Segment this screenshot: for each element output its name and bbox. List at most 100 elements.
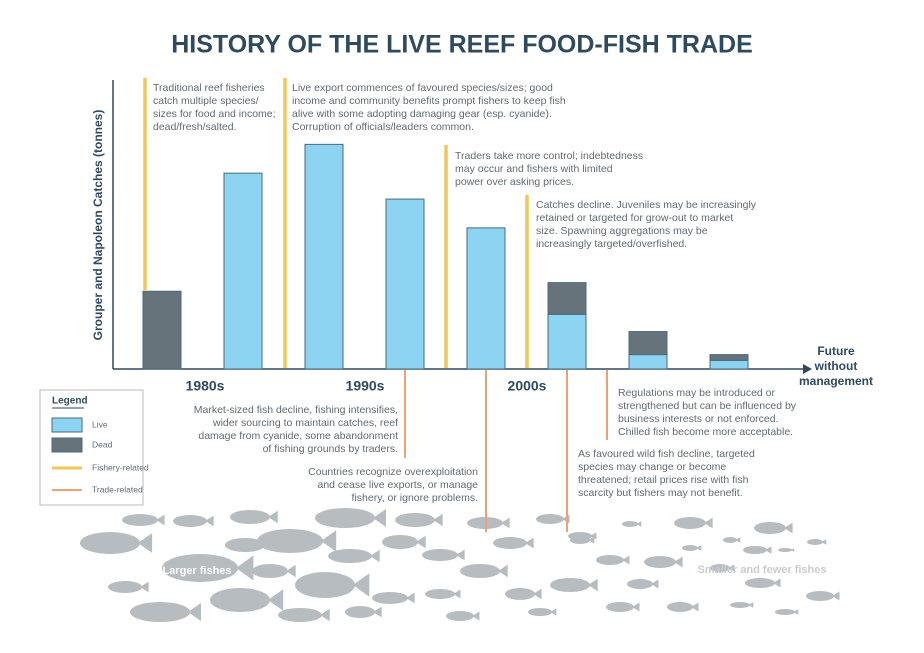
fish — [743, 546, 767, 554]
fish — [345, 606, 375, 618]
y-axis-label: Grouper and Napoleon Catches (tonnes) — [91, 110, 105, 341]
fish — [446, 611, 474, 621]
legend-label: Live — [92, 419, 108, 429]
fish — [775, 609, 795, 615]
fishery-note: dead/fresh/salted. — [153, 121, 236, 133]
fish — [807, 539, 823, 545]
trade-note: Market-sized fish decline, fishing inten… — [194, 404, 398, 416]
fish-tail — [370, 549, 380, 563]
fish — [730, 602, 750, 608]
period-label: 1980s — [186, 378, 225, 394]
fish — [278, 608, 322, 622]
future-label: Future — [817, 344, 855, 358]
bar-segment — [628, 331, 668, 356]
fish-tail — [636, 521, 642, 527]
fish — [550, 578, 590, 592]
bar-segment — [547, 282, 587, 315]
trade-note: damage from cyanide, some abandonment — [198, 430, 398, 442]
fish-tail — [353, 573, 370, 597]
future-label: management — [799, 374, 873, 388]
fish-tail — [821, 539, 827, 545]
future-label: without — [814, 359, 858, 373]
fish — [745, 578, 775, 588]
fish-tail — [416, 535, 426, 549]
fish-tail — [696, 545, 702, 551]
legend-swatch — [51, 437, 83, 453]
fish-tail — [205, 515, 214, 527]
fish-tail — [728, 564, 735, 572]
fish-tail — [453, 589, 461, 599]
fishery-note: may occur and fishers with limited — [455, 163, 613, 175]
legend-label: Fishery-related — [92, 462, 149, 472]
fish — [422, 549, 458, 561]
fishery-note: size. Spawning aggregations may be — [536, 225, 708, 237]
trade-note: threatened; retail prices rise with fish — [578, 474, 749, 486]
trade-note: As favoured wild fish decline, targeted — [578, 448, 755, 460]
fish-tail — [550, 608, 557, 616]
fish — [210, 588, 270, 612]
fish-tail — [433, 513, 443, 527]
fish-tail — [588, 536, 595, 544]
fish-label: Smaller and fewer fishes — [698, 564, 827, 576]
axis-arrow — [803, 364, 812, 374]
fish — [315, 508, 375, 528]
fish — [382, 535, 418, 549]
fishery-note: power over asking prices. — [455, 176, 574, 188]
fish — [162, 554, 238, 582]
fishery-note: Catches decline. Juveniles may be increa… — [536, 199, 757, 211]
trade-note: of fishing grounds by traders. — [263, 443, 398, 455]
fish-tail — [784, 522, 793, 534]
fishery-note: alive with some adopting damaging gear (… — [292, 108, 552, 120]
bar-segment — [628, 354, 668, 370]
legend-label: Dead — [92, 439, 113, 449]
fish-tail — [188, 603, 201, 621]
period-label: 1990s — [346, 378, 385, 394]
fish — [395, 513, 435, 527]
fishery-note: retained or targeted for grow-out to mar… — [536, 212, 733, 224]
fish-tail — [406, 592, 415, 604]
fish — [622, 521, 638, 527]
trade-note: and cease live exports, or manage — [317, 479, 478, 491]
fish-tail — [236, 555, 254, 581]
fish-tail — [138, 533, 153, 553]
fish — [493, 537, 527, 549]
fish — [225, 538, 265, 552]
bar-segment — [223, 172, 263, 370]
fish-tail — [832, 591, 840, 601]
fish — [252, 564, 288, 578]
fish — [570, 536, 590, 544]
trade-note: species may change or become — [578, 461, 726, 473]
legend-swatch — [51, 417, 83, 433]
fishery-note: Corruption of officials/leaders common. — [292, 121, 474, 133]
fish-tail — [263, 538, 273, 552]
fish — [230, 510, 270, 524]
fish — [536, 514, 564, 524]
bar-segment — [385, 198, 425, 370]
trade-note: Chilled fish become more acceptable. — [618, 426, 793, 438]
fish-tail — [632, 602, 640, 612]
fishery-note: income and community benefits prompt fis… — [292, 95, 566, 107]
fish — [606, 602, 634, 612]
legend-label: Trade-related — [92, 484, 143, 494]
fish-tail — [525, 537, 534, 549]
trade-note: Countries recognize overexploitation — [308, 466, 478, 478]
fish-tail — [456, 549, 465, 561]
fish-tail — [533, 588, 542, 600]
fish-tail — [704, 517, 713, 529]
trade-note: business interests or not enforced. — [618, 413, 779, 425]
fish-tail — [588, 578, 598, 592]
fish — [80, 532, 140, 554]
bar-segment — [142, 290, 182, 370]
fish-tail — [268, 510, 278, 524]
fish — [505, 588, 535, 600]
fish-tail — [501, 517, 510, 529]
fish — [528, 608, 552, 616]
fish — [372, 592, 408, 604]
fish-tail — [373, 606, 382, 618]
fish-tail — [651, 579, 659, 589]
fish-tail — [373, 509, 386, 527]
fish-tail — [140, 581, 149, 593]
trade-note: Regulations may be introduced or — [618, 387, 776, 399]
fish — [460, 564, 500, 578]
fish-tail — [562, 514, 570, 524]
